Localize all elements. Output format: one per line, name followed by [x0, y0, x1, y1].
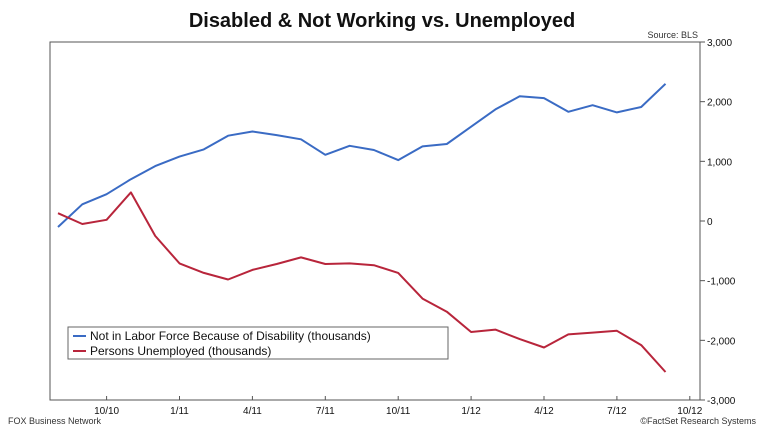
x-tick-label: 7/12 [607, 406, 627, 417]
legend-label-disability: Not in Labor Force Because of Disability… [90, 329, 371, 343]
x-tick-label: 1/12 [461, 406, 481, 417]
legend-label-unemployed: Persons Unemployed (thousands) [90, 344, 271, 358]
series-line-disability [57, 83, 667, 228]
x-axis: 10/10 1/11 4/11 7/11 10/11 1/12 4/12 7/12 10/12 [94, 396, 703, 417]
x-tick-label: 4/12 [534, 406, 554, 417]
y-tick-label: 0 [707, 217, 713, 228]
y-tick-label: -1,000 [707, 277, 736, 288]
legend-box [67, 326, 449, 360]
chart-title: Disabled & Not Working vs. Unemployed [189, 10, 575, 32]
series-line-unemployed [57, 191, 667, 373]
footer-network-label: FOX Business Network [8, 416, 102, 426]
x-tick-label: 10/10 [94, 406, 119, 417]
y-tick-label: -3,000 [707, 396, 736, 407]
y-tick-label: -2,000 [707, 336, 736, 347]
footer-copyright-label: ©FactSet Research Systems [640, 416, 756, 426]
legend: Not in Labor Force Because of Disability… [67, 326, 449, 360]
y-tick-label: 3,000 [707, 38, 732, 49]
y-tick-label: 2,000 [707, 98, 732, 109]
x-tick-label: 7/11 [316, 406, 335, 417]
source-label: Source: BLS [647, 30, 698, 40]
x-tick-label: 4/11 [243, 406, 262, 417]
series-layer [57, 83, 667, 373]
x-tick-label: 10/12 [677, 406, 702, 417]
x-tick-label: 1/11 [170, 406, 189, 417]
y-axis: 3,000 2,000 1,000 0 -1,000 -2,000 -3,000 [700, 38, 736, 407]
y-tick-label: 1,000 [707, 157, 732, 168]
x-tick-label: 10/11 [386, 406, 411, 417]
